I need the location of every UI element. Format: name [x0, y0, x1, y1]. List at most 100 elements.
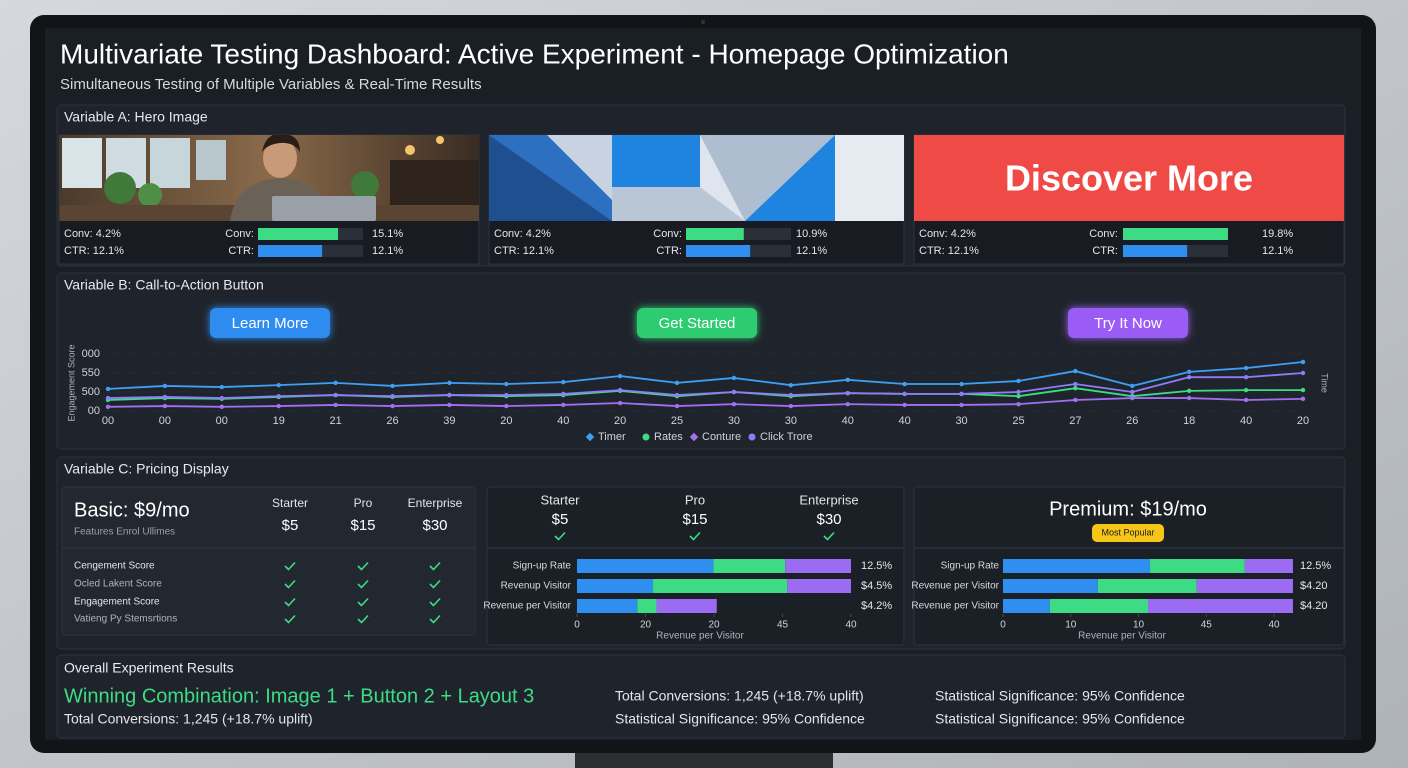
metric-bar [686, 228, 744, 240]
cta-button-label[interactable]: Learn More [232, 315, 309, 332]
cta-button-shape [637, 308, 757, 338]
data-point [390, 403, 395, 409]
bar-segment [1003, 579, 1098, 593]
plan-price: $15 [682, 511, 707, 528]
x-tick-label: 20 [614, 415, 626, 427]
camera [701, 20, 705, 24]
bar-segment [713, 559, 786, 573]
data-point [162, 403, 168, 409]
data-point [959, 402, 964, 408]
cta-button-label[interactable]: Try It Now [1094, 315, 1162, 332]
data-point [1186, 388, 1192, 394]
cta-button-shape [1068, 308, 1188, 338]
bar-category-label: Revenue per Visitor [911, 581, 999, 592]
data-point [788, 382, 794, 388]
plan-price: $15 [350, 517, 375, 534]
legend-marker [748, 433, 756, 441]
cta-button[interactable]: Learn More [210, 308, 330, 338]
person-head [263, 138, 297, 178]
data-point [276, 393, 281, 399]
data-point [731, 389, 737, 395]
result-text: Statistical Significance: 95% Confidence [935, 711, 1185, 727]
bar-category-label: Revenup Visitor [501, 581, 572, 592]
data-point [1073, 386, 1078, 391]
bar-segment [1003, 599, 1050, 613]
data-point [845, 377, 850, 383]
y-tick-label: 550 [82, 367, 100, 379]
check-icon [357, 579, 369, 589]
data-point [1130, 383, 1135, 389]
data-point [1243, 387, 1249, 393]
data-point [1073, 381, 1078, 387]
data-point [1186, 374, 1192, 380]
x-tick-label: 40 [557, 415, 569, 427]
plan-name: Starter [540, 492, 580, 507]
data-point [674, 380, 680, 386]
y-tick-label: 00 [88, 405, 100, 417]
plan-name: Pro [685, 492, 705, 507]
x-tick-label: 0 [1000, 620, 1006, 631]
bar-category-label: Sign-up Rate [513, 561, 572, 572]
data-point [1073, 397, 1078, 403]
metric-text: CTR: 12.1% [919, 245, 979, 257]
badge: Most Popular [1101, 527, 1154, 537]
pricing-card-basic [61, 486, 476, 636]
cta-button-label[interactable]: Get Started [659, 315, 736, 332]
data-point [561, 402, 566, 408]
plant [351, 171, 379, 199]
banner-text: Discover More [1005, 158, 1253, 199]
metric-value: 12.1% [796, 245, 827, 257]
cta-button[interactable]: Get Started [637, 308, 757, 338]
data-point [447, 380, 452, 386]
bar-segment [653, 579, 788, 593]
plan-name: Pro [354, 496, 373, 510]
metric-text: Conv: 4.2% [494, 228, 551, 240]
data-point [105, 386, 111, 392]
check-icon [357, 597, 369, 607]
data-point [219, 395, 225, 401]
cta-button[interactable]: Try It Now [1068, 308, 1188, 338]
x-tick-label: 40 [845, 620, 857, 631]
metric-label: Conv: [1089, 228, 1118, 240]
metric-label: Conv: [225, 228, 254, 240]
data-point [390, 383, 395, 389]
section-title: Variable C: Pricing Display [64, 461, 229, 477]
data-point [105, 395, 111, 401]
bar-category-label: Revenue per Visitor [911, 601, 999, 612]
data-point [617, 400, 623, 406]
bar-segment [1003, 559, 1151, 573]
plan-name: Enterprise [408, 496, 463, 510]
section-title: Variable A: Hero Image [64, 109, 208, 125]
x-tick-label: 30 [955, 415, 967, 427]
plan-price: $5 [552, 511, 569, 528]
legend-label: Timer [598, 431, 626, 443]
legend-marker [642, 433, 650, 441]
x-tick-label: 20 [640, 620, 652, 631]
x-tick-label: 26 [386, 415, 398, 427]
page-subtitle: Simultaneous Testing of Multiple Variabl… [60, 76, 482, 93]
data-point [276, 403, 281, 409]
data-point [1300, 359, 1306, 365]
check-icon [284, 561, 296, 571]
metric-text: CTR: 12.1% [494, 245, 554, 257]
x-tick-label: 0 [574, 620, 580, 631]
data-point [333, 402, 338, 408]
data-point [390, 393, 395, 399]
bar-segment [1196, 579, 1293, 593]
feature-label: Cengement Score [74, 561, 155, 572]
metric-value: 12.1% [372, 245, 403, 257]
feature-label: Vatieng Py Stemsrtions [74, 614, 177, 625]
x-tick-label: 45 [1201, 620, 1213, 631]
legend-label: Rates [654, 431, 683, 443]
metric-bar [1123, 245, 1188, 257]
cta-button-shape [210, 308, 330, 338]
data-point [219, 384, 225, 390]
metric-value: 10.9% [796, 228, 827, 240]
x-tick-label: 20 [708, 620, 720, 631]
person-hair [262, 135, 300, 152]
bar-segment [1244, 559, 1293, 573]
metric-value: 15.1% [372, 228, 403, 240]
check-icon [357, 614, 369, 624]
